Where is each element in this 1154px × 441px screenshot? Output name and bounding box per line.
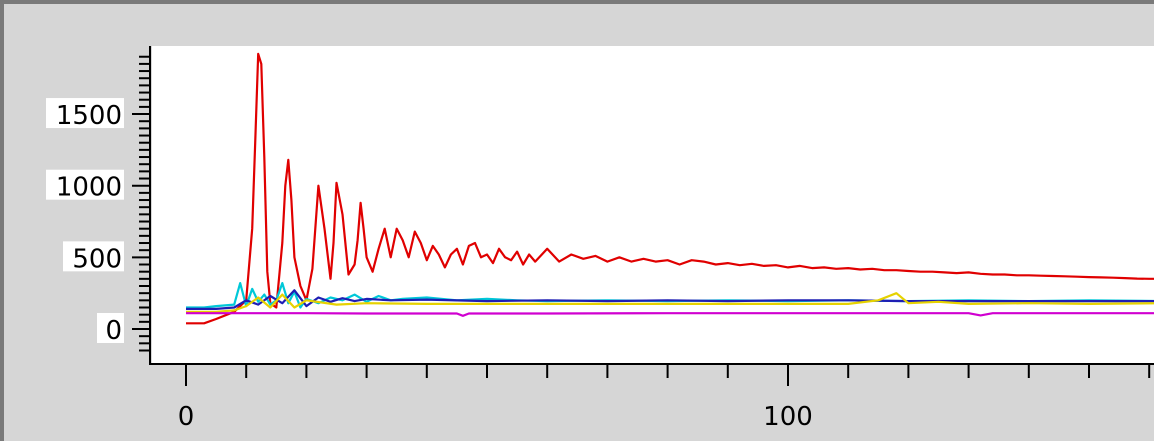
- series-line-3: [186, 292, 1154, 313]
- y-tick-label-bg: [46, 98, 124, 129]
- y-tick-label: 500: [72, 244, 122, 274]
- x-tick-label: 0: [178, 402, 195, 432]
- x-tick-label: 100: [763, 402, 813, 432]
- y-tick-label-bg: [63, 241, 124, 272]
- y-ticks: 0 500 1000 1500: [46, 55, 150, 352]
- series-layer: [186, 52, 1154, 325]
- y-tick-label-bg: [97, 313, 124, 343]
- y-tick-label: 1500: [56, 101, 122, 131]
- y-tick-label: 0: [105, 316, 122, 346]
- y-tick-label: 1000: [56, 173, 122, 203]
- series-line-0: [186, 52, 1154, 325]
- x-ticks: 0 100: [178, 364, 1151, 432]
- plot-area: [152, 46, 1154, 364]
- y-tick-label-bg: [46, 169, 124, 200]
- series-line-4: [186, 312, 1154, 317]
- line-chart: 0 500 1000 1500 0 100: [46, 46, 1154, 432]
